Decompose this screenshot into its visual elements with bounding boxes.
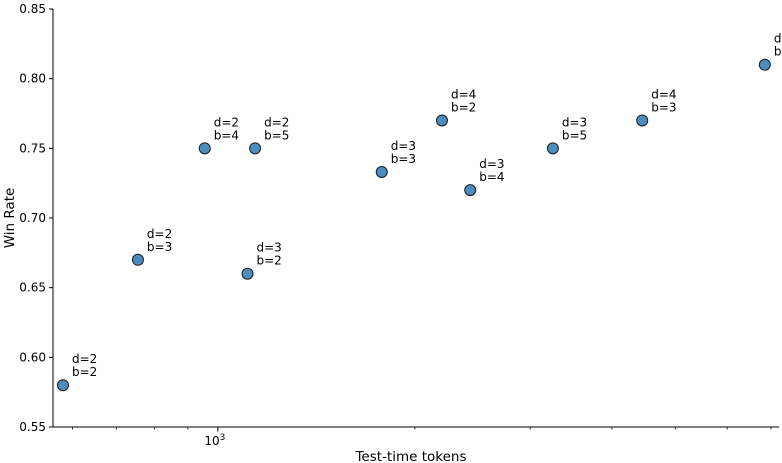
axes: 0.55 0.60 0.65 0.70 0.75 0.80 0.85 103 [19,2,779,448]
point-label-depth: d=3 [562,115,587,129]
data-point [249,142,262,155]
data-point [758,58,771,71]
x-axis-label: Test-time tokens [354,449,466,463]
point-label-depth: d=2 [264,115,289,129]
point-label-breadth: b=2 [256,254,281,268]
point-label-breadth: b=3 [147,240,172,254]
y-axis-label: Win Rate [2,188,18,249]
data-point [375,166,388,179]
data-point [546,142,559,155]
y-tick-label: 0.80 [19,72,46,86]
data-point [241,267,254,280]
y-tick-label: 0.85 [19,2,46,16]
x-tick-label: 103 [204,433,225,448]
point-label-depth: d=3 [479,157,504,171]
y-tick-label: 0.65 [19,281,46,295]
point-label-depth: d=3 [256,241,281,255]
data-point [636,114,649,127]
y-tick-label: 0.60 [19,350,46,364]
point-label-breadth: b=2 [72,365,97,379]
point-label-breadth: b=5 [562,128,587,142]
point-label-depth: d=2 [147,227,172,241]
point-label-breadth: b=2 [451,100,476,114]
point-label-breadth: b=4 [479,170,504,184]
data-point [56,379,69,392]
y-tick-label: 0.55 [19,420,46,434]
point-label-depth: d=3 [391,139,416,153]
point-label-breadth: b=3 [391,152,416,166]
point-label-breadth: b=4 [774,45,782,59]
point-label-depth: d=2 [72,352,97,366]
data-point [198,142,211,155]
point-label-depth: d=4 [451,87,476,101]
point-label-breadth: b=4 [214,128,239,142]
point-label-depth: d=4 [774,32,782,46]
data-point [435,114,448,127]
y-tick-label: 0.75 [19,141,46,155]
y-tick-label: 0.70 [19,211,46,225]
data-points: d=2b=2d=2b=3d=2b=4d=2b=5d=3b=2d=3b=3 d=3b… [56,32,782,392]
data-point [464,184,477,197]
point-label-breadth: b=3 [651,100,676,114]
point-label-depth: d=4 [651,87,676,101]
point-label-breadth: b=5 [264,128,289,142]
data-point [131,253,144,266]
point-label-depth: d=2 [214,115,239,129]
